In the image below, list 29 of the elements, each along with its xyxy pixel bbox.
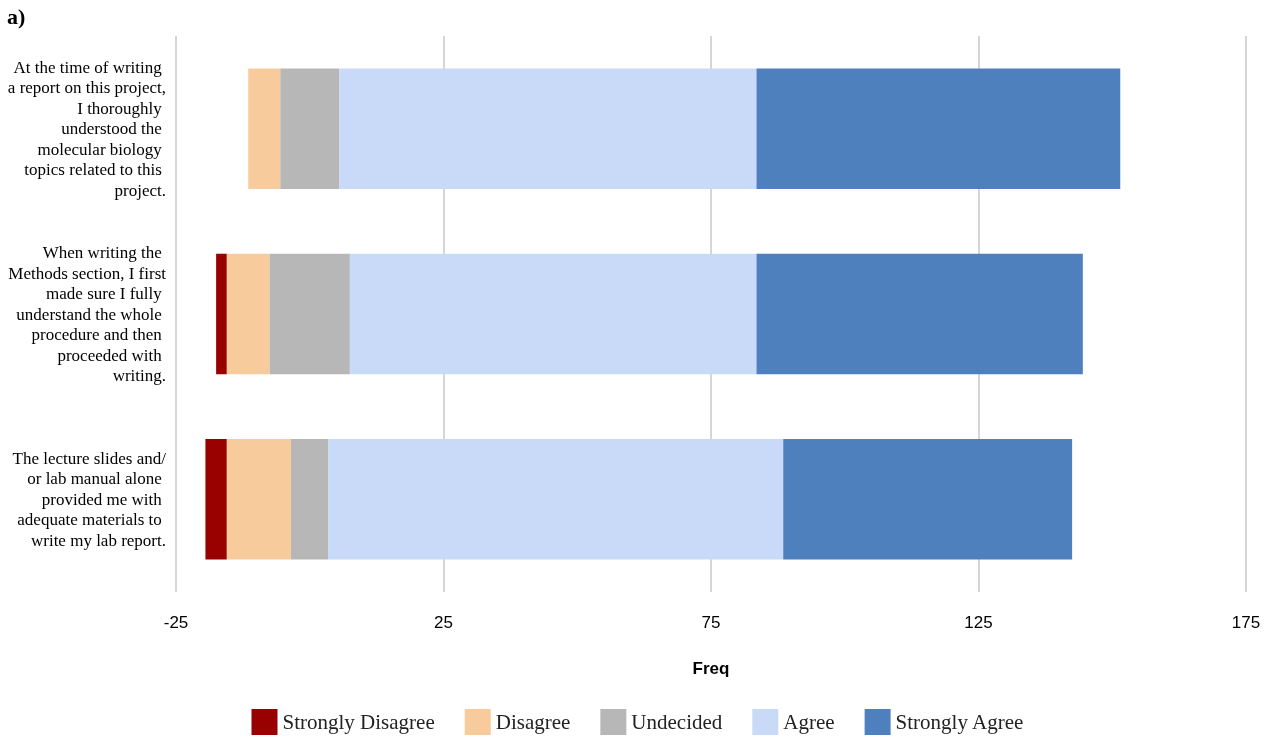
chart-title: a): [7, 3, 26, 29]
bar: [328, 439, 784, 560]
bar: [216, 253, 227, 375]
bar: [226, 439, 292, 560]
legend-label: Strongly Disagree: [282, 710, 435, 734]
x-tick-label: -25: [163, 613, 189, 632]
bar: [248, 68, 281, 189]
x-axis-title: Freq: [692, 659, 730, 678]
bar: [205, 439, 227, 560]
legend-label: Disagree: [495, 710, 571, 734]
bar: [349, 253, 757, 375]
y-tick-label: At the time of writing a report on this project, I thoroughly understood the molecular biology topics related to this project.: [7, 57, 166, 200]
bar: [291, 439, 329, 560]
bar: [226, 253, 270, 375]
x-tick-label: 125: [964, 613, 993, 632]
bar: [339, 68, 757, 189]
x-tick-label: 25: [434, 613, 453, 632]
x-tick-label: 175: [1231, 613, 1261, 632]
bar: [756, 253, 1083, 375]
x-tick-label: 75: [701, 613, 721, 632]
legend-label: Undecided: [631, 710, 723, 734]
bar: [269, 253, 350, 375]
bar: [783, 439, 1073, 560]
bar: [280, 68, 340, 189]
legend-label: Strongly Agree: [895, 710, 1024, 734]
y-tick-label: The lecture slides and/or lab manual alone provided me with adequate materials to write my lab report.: [12, 448, 167, 550]
y-tick-label: When writing the Methods section, I first made sure I fully understand the whole procedure and then proceeded with writing.: [8, 243, 167, 385]
legend-label: Agree: [783, 710, 835, 734]
bar: [756, 68, 1121, 189]
